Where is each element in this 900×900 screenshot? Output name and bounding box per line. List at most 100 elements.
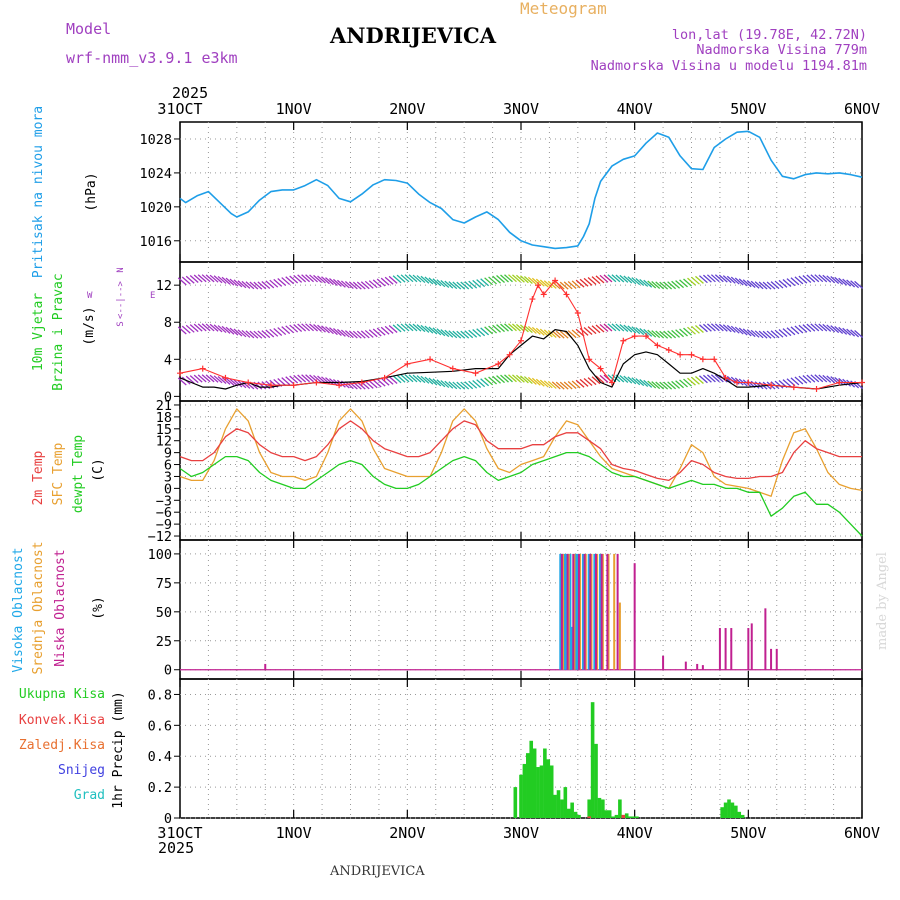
wind-arrow (309, 274, 318, 283)
wind-arrow (838, 277, 848, 286)
wind-arrow (325, 326, 334, 335)
wind-arrow (675, 380, 684, 389)
precip-bar (539, 765, 544, 818)
wind-arrow (185, 324, 195, 333)
y-tick-label: 1020 (139, 200, 172, 216)
wind-arrow (241, 280, 251, 289)
wind-arrow (635, 327, 645, 336)
wind-arrow (583, 277, 593, 286)
wind-arrow (671, 380, 681, 389)
wind-arrow (834, 276, 844, 285)
wind-arrow (221, 325, 231, 334)
wind-arrow (539, 379, 549, 388)
wind-gust-line-marker (722, 374, 729, 381)
low-cloud-bar (606, 553, 609, 670)
time-label-bottom: 3NOV (503, 824, 539, 842)
wind-arrow (444, 280, 454, 289)
precip-bar (563, 787, 568, 818)
wind-arrow (790, 377, 800, 386)
wind-arrow (631, 326, 641, 335)
wind-arrow (468, 280, 478, 289)
wind-arrow (519, 275, 529, 284)
legend-conv: Konvek.Kisa (19, 713, 105, 728)
wind-arrow (695, 375, 704, 384)
wind-gust-line-marker (836, 379, 843, 386)
wind-arrow (734, 277, 744, 286)
wind-arrow (710, 274, 720, 283)
wind-arrow (484, 277, 494, 286)
compass-e: E (150, 291, 155, 301)
legend-snow: Snijeg (58, 763, 105, 778)
wind-arrow (798, 375, 808, 384)
wind-arrow (818, 374, 828, 383)
mid-cloud-bar (562, 553, 565, 670)
wind-arrow (368, 329, 378, 338)
wind-arrow (734, 326, 744, 335)
wind-gust-line-marker (518, 337, 524, 344)
time-label-top: 2NOV (389, 100, 425, 118)
wind-gust-line-marker (859, 379, 865, 386)
temp-ylabel3: dewpt Temp (71, 435, 86, 513)
wind-arrow (627, 276, 637, 285)
wind-arrow (285, 325, 295, 334)
wind-arrow (213, 275, 223, 284)
wind-arrow (177, 326, 187, 335)
mid-cloud-bar (567, 553, 570, 670)
wind-gust-line-marker (199, 365, 206, 372)
wind-arrow (810, 323, 820, 332)
wind-arrow (643, 279, 653, 288)
wind-arrow (388, 376, 398, 384)
low-cloud-bar (633, 563, 636, 670)
wind-arrow (404, 374, 414, 383)
wind-arrow (774, 380, 784, 389)
precip-ylabel: 1hr Precip (mm) (111, 691, 126, 808)
wind-arrow (492, 275, 501, 284)
wind-arrow (456, 281, 466, 290)
wind-arrow (623, 375, 633, 384)
wind-gust-line-marker (313, 379, 320, 386)
wind-gust-line-marker (620, 337, 627, 344)
wind-arrow (408, 274, 418, 283)
wind-arrow (404, 323, 414, 332)
wind-arrow (368, 280, 378, 289)
wind-arrow (527, 325, 537, 334)
mid-cloud-bar (579, 553, 582, 670)
sfc-temp-line (179, 408, 863, 497)
low-cloud-bar (747, 628, 750, 670)
wind-arrow (746, 280, 756, 289)
wind-arrow (758, 281, 768, 290)
temp-unit: (C) (91, 458, 106, 481)
wind-gust-line-marker (358, 379, 365, 386)
wind-arrow (818, 274, 828, 283)
y-tick-label: 0.8 (148, 687, 172, 703)
wind-gust-line-marker (222, 374, 229, 381)
wind-arrow (591, 325, 601, 334)
wind-arrow (217, 376, 227, 385)
wind-arrow (201, 323, 211, 332)
wind-arrow (655, 281, 665, 290)
precip-bar (734, 805, 738, 818)
wind-arrow (512, 374, 521, 383)
grid (180, 122, 862, 819)
wind-arrow (826, 275, 836, 284)
footer-location: ANDRIJEVICA (329, 864, 425, 879)
wind-arrow (842, 278, 852, 287)
wind-arrow (687, 377, 696, 386)
wind-arrow (289, 275, 299, 284)
wind-arrow (647, 280, 657, 289)
y-tick-label: 21 (156, 398, 172, 414)
wind-arrow (241, 329, 251, 338)
wind-arrow (265, 329, 275, 338)
wind-arrow (822, 323, 832, 332)
wind-arrow (702, 374, 712, 383)
y-tick-label: 100 (148, 547, 172, 563)
wind-arrow (842, 327, 852, 336)
temp2m-line (179, 420, 862, 482)
high-cloud-bar (587, 553, 591, 670)
model-elevation: Nadmorska Visina u modelu 1194.81m (591, 58, 867, 74)
time-label-top: 4NOV (617, 100, 653, 118)
wind-arrow (205, 323, 215, 332)
high-cloud-bar (568, 553, 572, 670)
wind-arrow (806, 274, 816, 283)
wind-arrow (508, 323, 517, 332)
